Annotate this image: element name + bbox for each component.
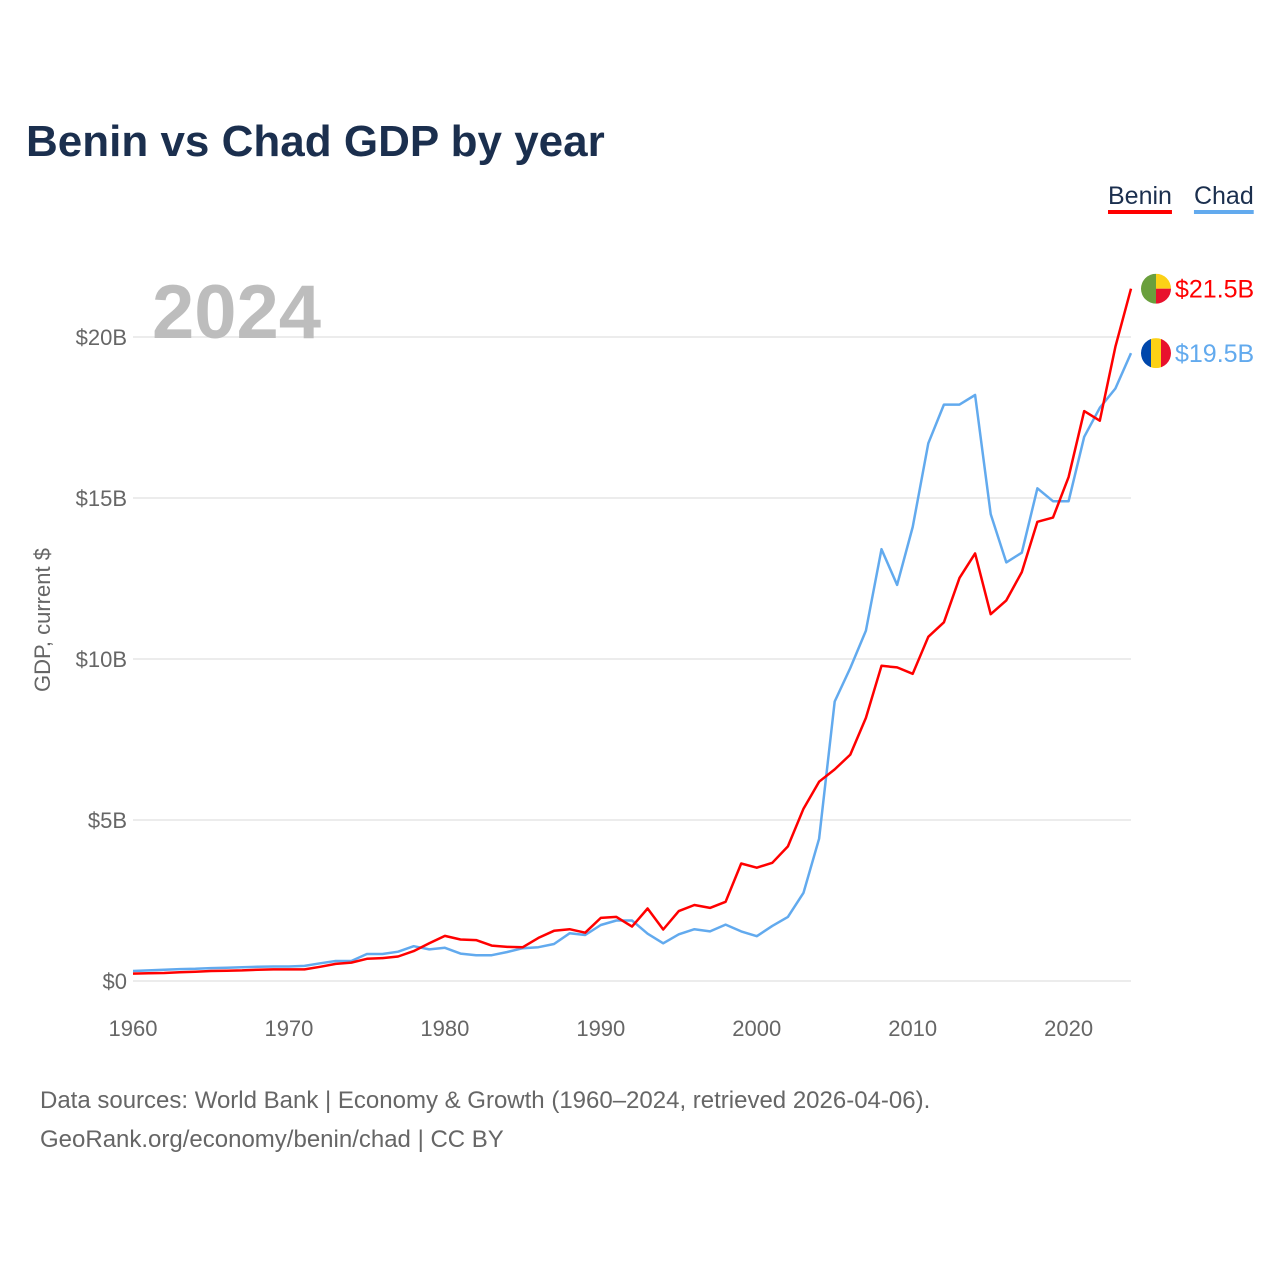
x-tick-label: 1970 bbox=[264, 1016, 313, 1041]
flag-stripe bbox=[1141, 338, 1151, 369]
benin-flag-icon bbox=[1141, 273, 1171, 304]
flag-stripe bbox=[1156, 288, 1171, 304]
x-tick-label: 2010 bbox=[888, 1016, 937, 1041]
flag-stripe bbox=[1151, 338, 1161, 369]
y-tick-label: $5B bbox=[88, 808, 127, 833]
flag-stripe bbox=[1141, 273, 1156, 304]
source-line-1: Data sources: World Bank | Economy & Gro… bbox=[40, 1087, 930, 1114]
x-tick-label: 2020 bbox=[1044, 1016, 1093, 1041]
chart-title: Benin vs Chad GDP by year bbox=[26, 117, 605, 166]
series-line-benin bbox=[132, 288, 1133, 975]
end-value-label: $19.5B bbox=[1175, 340, 1254, 368]
series-line-chad bbox=[132, 352, 1133, 973]
flag-stripe bbox=[1161, 338, 1171, 369]
legend-item-chad[interactable]: Chad bbox=[1193, 182, 1254, 214]
x-tick-label: 1990 bbox=[576, 1016, 625, 1041]
x-tick-label: 2000 bbox=[732, 1016, 781, 1041]
end-label-benin: $21.5B bbox=[1141, 273, 1254, 304]
y-tick-label: $0 bbox=[103, 969, 127, 994]
flag-stripe bbox=[1156, 273, 1171, 289]
legend-swatch bbox=[1108, 210, 1172, 214]
y-axis-label: GDP, current $ bbox=[30, 548, 55, 692]
end-value-label: $21.5B bbox=[1175, 276, 1254, 304]
y-tick-label: $15B bbox=[76, 486, 127, 511]
y-tick-label: $20B bbox=[76, 325, 127, 350]
y-tick-label: $10B bbox=[76, 647, 127, 672]
source-line-2[interactable]: GeoRank.org/economy/benin/chad | CC BY bbox=[40, 1126, 504, 1153]
year-label: 2024 bbox=[152, 270, 321, 355]
legend-label: Benin bbox=[1108, 182, 1172, 210]
legend-item-benin[interactable]: Benin bbox=[1108, 182, 1172, 214]
x-tick-label: 1960 bbox=[109, 1016, 158, 1041]
end-label-chad: $19.5B bbox=[1141, 338, 1254, 369]
legend-swatch bbox=[1193, 210, 1254, 214]
x-tick-label: 1980 bbox=[420, 1016, 469, 1041]
chad-flag-icon bbox=[1141, 338, 1171, 369]
legend-label: Chad bbox=[1194, 182, 1254, 210]
